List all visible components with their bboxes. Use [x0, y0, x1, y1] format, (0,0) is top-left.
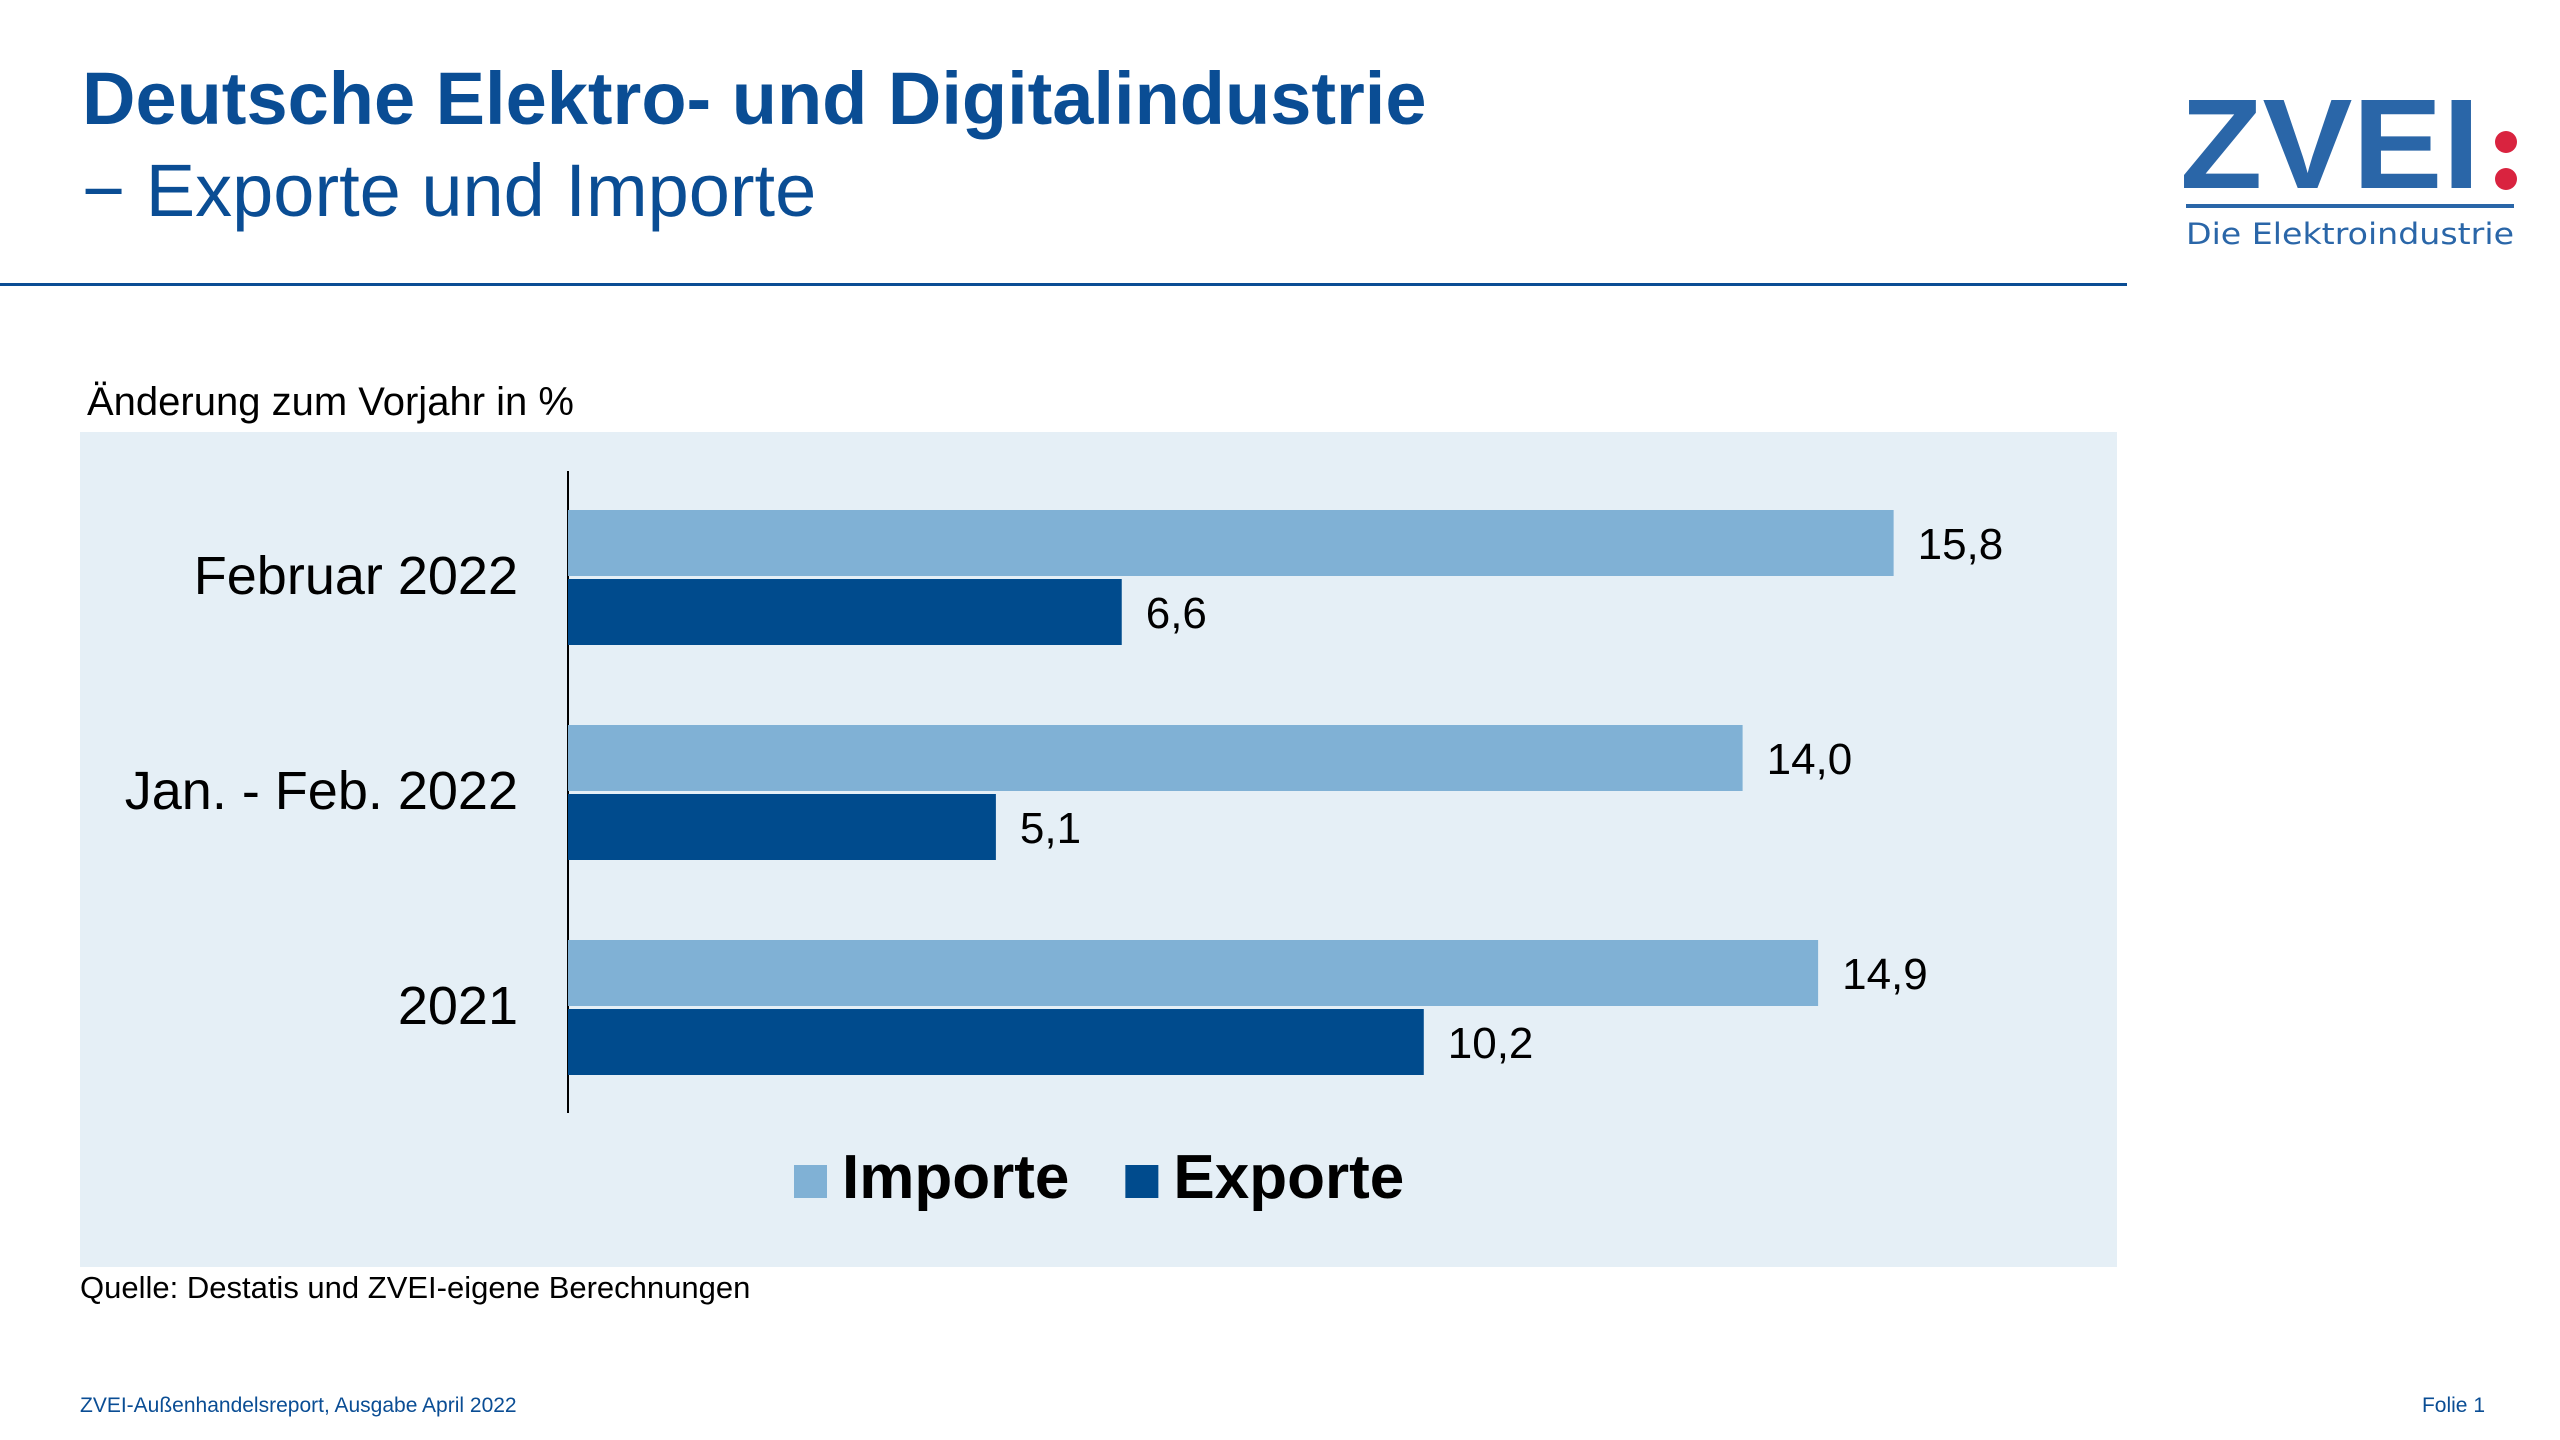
- chart-panel: Februar 2022 15,8 6,6 Jan. - Feb. 2022 14,0 5…: [80, 432, 2117, 1267]
- zvei-logo: ZVEI Die Elektroindustrie: [2180, 86, 2517, 251]
- logo-tagline: Die Elektroindustrie: [2186, 217, 2514, 251]
- chart-title: Änderung zum Vorjahr in %: [87, 380, 574, 424]
- svg-text:ZVEI: ZVEI: [2180, 86, 2480, 216]
- bar-chart: Februar 2022 15,8 6,6 Jan. - Feb. 2022 14,0 5…: [125, 471, 2004, 1212]
- bar-exporte: [568, 1009, 1424, 1075]
- page-subtitle: − Exporte und Importe: [82, 149, 817, 232]
- bar-exporte: [568, 794, 996, 860]
- bar-importe: [568, 510, 1894, 576]
- footer-report: ZVEI-Außenhandelsreport, Ausgabe April 2…: [80, 1394, 517, 1417]
- legend-swatch-importe: [794, 1165, 827, 1198]
- footer-slide-number: Folie 1: [2421, 1394, 2485, 1417]
- category-label: Februar 2022: [194, 546, 518, 606]
- value-label: 15,8: [1918, 520, 2004, 569]
- source-note: Quelle: Destatis und ZVEI-eigene Berechn…: [80, 1270, 751, 1305]
- value-label: 10,2: [1448, 1019, 1534, 1068]
- value-label: 6,6: [1146, 589, 1207, 638]
- value-label: 14,0: [1767, 735, 1853, 784]
- legend-swatch-exporte: [1125, 1165, 1159, 1198]
- bar-exporte: [568, 579, 1122, 645]
- bar-importe: [568, 940, 1819, 1006]
- legend-label: Importe: [842, 1143, 1069, 1212]
- bar-importe: [568, 725, 1743, 791]
- page-title: Deutsche Elektro- und Digitalindustrie: [82, 57, 1427, 140]
- header-divider: [0, 283, 2127, 286]
- category-label: 2021: [398, 976, 518, 1036]
- category-label: Jan. - Feb. 2022: [125, 761, 518, 821]
- value-label: 14,9: [1842, 950, 1928, 999]
- value-label: 5,1: [1020, 804, 1081, 853]
- legend-label: Exporte: [1173, 1143, 1404, 1212]
